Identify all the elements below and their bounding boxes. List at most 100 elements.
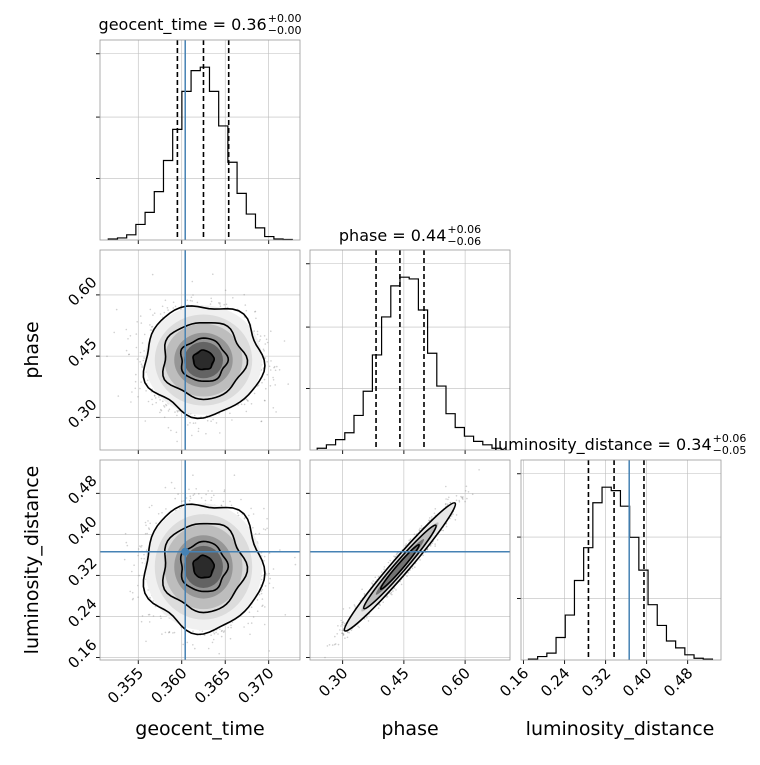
sample-point [224, 491, 226, 493]
sample-point [145, 641, 147, 643]
sample-point [212, 273, 214, 275]
sample-point [195, 422, 197, 424]
sample-point [140, 352, 142, 354]
sample-point [142, 342, 144, 344]
sample-point [210, 298, 212, 300]
sample-point [212, 419, 214, 421]
sample-point [269, 366, 271, 368]
sample-point [187, 424, 189, 426]
sample-point [273, 379, 275, 381]
sample-point [267, 342, 269, 344]
sample-point [237, 512, 239, 514]
sample-point [215, 632, 217, 634]
sample-point [218, 653, 220, 655]
sample-point [177, 493, 179, 495]
sample-point [137, 555, 139, 557]
sample-point [273, 407, 275, 409]
sample-point [137, 585, 139, 587]
sample-point [187, 642, 189, 644]
sample-point [174, 488, 176, 490]
sample-point [221, 636, 223, 638]
sample-point [139, 361, 141, 363]
sample-point [169, 631, 171, 633]
sample-point [148, 401, 150, 403]
sample-point [226, 304, 228, 306]
sample-point [127, 338, 129, 340]
sample-point [211, 490, 213, 492]
sample-point [154, 312, 156, 314]
hist-panel-geocent_time [96, 40, 300, 244]
sample-point [274, 384, 276, 386]
sample-point [126, 542, 128, 544]
sample-point [148, 527, 150, 529]
sample-point [127, 545, 129, 547]
sample-point [260, 335, 262, 337]
sample-point [212, 642, 214, 644]
sample-point [141, 363, 143, 365]
sample-point [285, 614, 287, 616]
sample-point [262, 589, 264, 591]
sample-point [129, 591, 131, 593]
sample-point [141, 322, 143, 324]
sample-point [246, 411, 248, 413]
sample-point [149, 507, 151, 509]
sample-point [192, 630, 194, 632]
sample-point [246, 310, 248, 312]
sample-point [138, 575, 140, 577]
sample-point [287, 383, 289, 385]
sample-point [230, 638, 232, 640]
sample-point [138, 548, 140, 550]
sample-point [261, 579, 263, 581]
sample-point [136, 321, 138, 323]
sample-point [207, 420, 209, 422]
sample-point [257, 334, 259, 336]
sample-point [162, 401, 164, 403]
sample-point [194, 415, 196, 417]
sample-point [243, 626, 245, 628]
sample-point [135, 388, 137, 390]
sample-point [152, 274, 154, 276]
sample-point [173, 307, 175, 309]
sample-point [132, 592, 134, 594]
sample-point [264, 335, 266, 337]
sample-point [263, 508, 265, 510]
sample-point [210, 420, 212, 422]
sample-point [155, 522, 157, 524]
sample-point [191, 435, 193, 437]
sample-point [279, 549, 281, 551]
sample-point [253, 616, 255, 618]
sample-point [214, 633, 216, 635]
sample-point [155, 402, 157, 404]
sample-point [146, 533, 148, 535]
sample-point [137, 396, 139, 398]
sample-point [223, 631, 225, 633]
sample-point [191, 300, 193, 302]
sample-point [273, 587, 275, 589]
sample-point [142, 562, 144, 564]
sample-point [167, 307, 169, 309]
sample-point [232, 297, 234, 299]
sample-point [147, 520, 149, 522]
sample-point [113, 332, 115, 334]
sample-point [220, 305, 222, 307]
sample-point [198, 431, 200, 433]
sample-point [145, 522, 147, 524]
sample-point [143, 360, 145, 362]
sample-point [221, 631, 223, 633]
sample-point [165, 508, 167, 510]
sample-point [202, 631, 204, 633]
sample-point [208, 648, 210, 650]
sample-point [135, 381, 137, 383]
sample-point [153, 615, 155, 617]
sample-point [147, 589, 149, 591]
sample-point [266, 361, 268, 363]
sample-point [246, 399, 248, 401]
sample-point [284, 340, 286, 342]
sample-point [159, 399, 161, 401]
sample-point [126, 329, 128, 331]
sample-point [189, 500, 191, 502]
sample-point [149, 621, 151, 623]
sample-point [273, 367, 275, 369]
sample-point [161, 512, 163, 514]
sample-point [187, 299, 189, 301]
